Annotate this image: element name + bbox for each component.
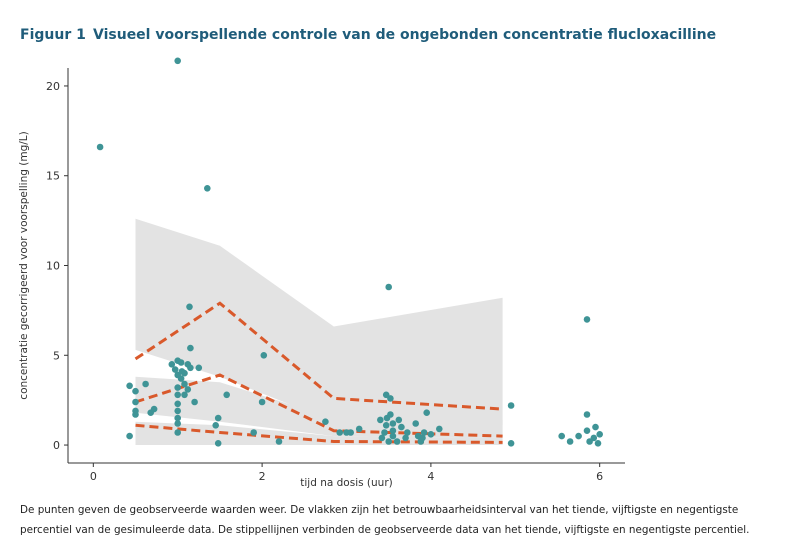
data-point	[347, 429, 355, 436]
y-tick-label: 10	[46, 260, 60, 273]
data-point	[275, 438, 283, 445]
data-point	[168, 361, 176, 368]
data-point	[389, 420, 397, 427]
y-tick-label: 0	[53, 439, 60, 452]
data-point	[398, 423, 405, 431]
data-point	[436, 425, 443, 433]
data-point	[142, 380, 149, 388]
data-point	[382, 422, 390, 429]
x-tick-label: 4	[427, 470, 434, 483]
data-point	[575, 432, 582, 440]
data-point	[174, 384, 181, 391]
data-point	[186, 303, 193, 311]
data-point	[150, 405, 158, 413]
confidence-band-1	[135, 218, 503, 426]
data-point	[171, 366, 179, 373]
figure-label: Figuur 1	[20, 27, 86, 43]
data-point	[96, 143, 104, 151]
data-point	[404, 429, 411, 436]
data-point	[322, 418, 329, 426]
data-point	[594, 440, 602, 447]
data-point	[558, 432, 565, 440]
data-point	[402, 434, 409, 442]
y-tick-label: 5	[53, 349, 60, 362]
data-point	[393, 438, 401, 445]
data-point	[355, 425, 363, 433]
data-point	[177, 375, 185, 382]
data-point	[250, 429, 257, 436]
data-point	[592, 423, 599, 431]
confidence-band-3	[135, 421, 503, 445]
data-point	[596, 431, 603, 438]
data-point	[395, 416, 403, 424]
data-point	[260, 352, 268, 359]
figure-caption: De punten geven de geobserveerde waarden…	[20, 504, 750, 536]
data-point	[389, 432, 397, 440]
y-tick-label: 20	[46, 80, 60, 93]
data-point	[132, 387, 139, 395]
data-point	[566, 438, 574, 445]
data-point	[174, 57, 181, 65]
x-tick-label: 6	[596, 470, 603, 483]
x-axis-label: tijd na dosis (uur)	[300, 477, 393, 489]
x-tick-label: 0	[90, 470, 97, 483]
data-point	[378, 434, 386, 442]
data-point	[223, 391, 230, 399]
data-point	[204, 185, 211, 192]
data-point	[387, 395, 394, 402]
data-point	[181, 380, 188, 388]
y-tick-label: 15	[46, 170, 60, 183]
data-point	[174, 414, 181, 422]
figure-title-text: Visueel voorspellende controle van de on…	[93, 27, 717, 43]
data-point	[507, 440, 515, 447]
data-point	[420, 429, 428, 436]
data-point	[377, 416, 384, 424]
data-point	[174, 407, 181, 415]
data-point	[187, 364, 194, 372]
data-point	[214, 440, 222, 447]
data-point	[174, 391, 181, 399]
data-point	[181, 391, 188, 399]
data-point	[590, 434, 598, 442]
data-point	[412, 420, 420, 427]
data-point	[385, 283, 393, 291]
data-point	[423, 409, 431, 417]
data-point	[184, 386, 192, 393]
data-point	[191, 398, 198, 406]
data-point	[427, 431, 435, 438]
data-point	[258, 398, 266, 406]
data-point	[132, 407, 139, 415]
data-point	[507, 402, 515, 409]
data-point	[126, 382, 133, 390]
data-point	[181, 369, 188, 377]
data-point	[187, 344, 194, 352]
data-point	[132, 398, 139, 406]
y-axis-label: concentratie gecorrigeerd voor voorspell…	[18, 131, 30, 399]
data-point	[419, 434, 426, 442]
data-point	[381, 429, 388, 436]
percentile-line-1	[134, 301, 503, 411]
data-point	[389, 427, 397, 435]
data-point	[385, 438, 393, 445]
data-point	[126, 432, 133, 440]
data-point	[583, 411, 591, 418]
x-tick-label: 2	[259, 470, 266, 483]
data-point	[212, 422, 219, 429]
data-point	[583, 316, 591, 323]
data-point	[387, 411, 394, 418]
data-point	[177, 359, 185, 366]
data-point	[174, 420, 181, 427]
data-point	[214, 414, 222, 422]
data-point	[195, 364, 203, 372]
data-point	[174, 400, 181, 408]
data-point	[336, 429, 344, 436]
data-point	[583, 427, 591, 435]
data-point	[174, 429, 181, 436]
figure-title: Figuur 1 Visueel voorspellende controle v…	[20, 27, 716, 43]
